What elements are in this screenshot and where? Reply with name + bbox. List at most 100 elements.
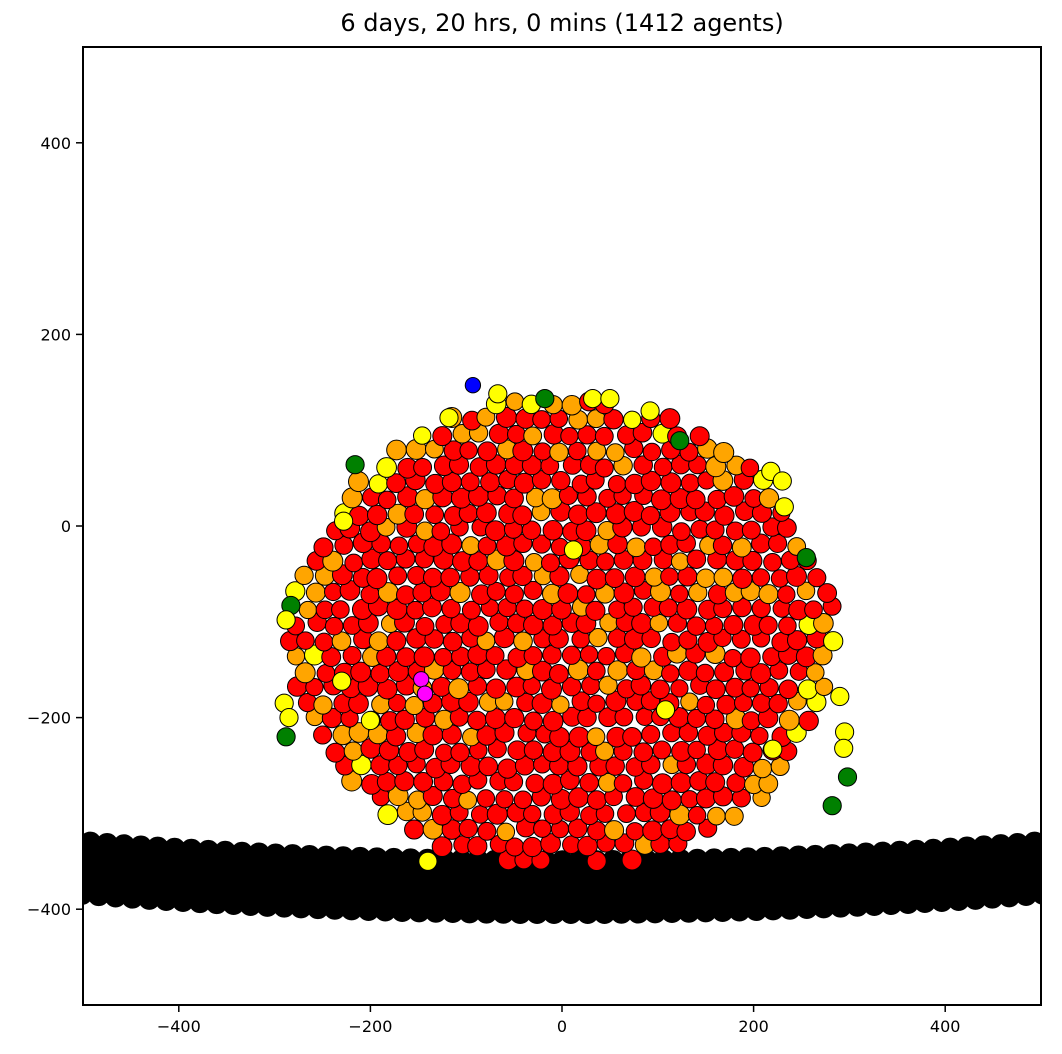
x-tick-label: 200	[738, 1017, 769, 1036]
agent-cell	[377, 804, 399, 825]
agent-cell	[449, 581, 471, 604]
agent-cell	[432, 426, 453, 447]
agent-cell	[476, 407, 496, 427]
agent-cell	[576, 585, 596, 604]
agent-cell	[549, 566, 570, 587]
agent-cell	[413, 771, 434, 792]
x-tick-label: −400	[157, 1017, 201, 1036]
agent-cell	[741, 711, 761, 731]
agent-cell	[561, 645, 582, 665]
agent-cell-yellow	[360, 710, 380, 731]
agent-cell	[714, 662, 735, 683]
agent-cell-magenta	[416, 685, 434, 702]
agent-cell	[524, 553, 544, 572]
agent-cell	[540, 553, 561, 573]
agent-cell	[313, 695, 333, 715]
agent-cell	[298, 600, 318, 620]
agent-cell	[661, 664, 680, 683]
agent-cell	[425, 505, 445, 525]
agent-cell	[587, 694, 606, 713]
agent-cell	[725, 521, 745, 541]
x-tick-label: 0	[557, 1017, 567, 1036]
agent-cell	[523, 740, 544, 760]
agent-cell	[431, 522, 451, 541]
agent-cell	[758, 615, 778, 635]
agent-cell	[378, 551, 398, 571]
agent-cell-green	[345, 455, 365, 475]
agent-cell	[806, 663, 825, 682]
agent-cell	[313, 725, 333, 745]
agent-cell	[633, 742, 654, 763]
agent-cell	[741, 679, 760, 698]
y-tick-label: 400	[40, 134, 71, 153]
agent-cell	[798, 710, 819, 732]
agent-cell	[305, 677, 324, 697]
agent-cell	[460, 472, 480, 492]
agent-cell	[377, 490, 397, 510]
agent-cell	[532, 410, 551, 429]
agent-cell	[404, 819, 425, 840]
agent-cell	[613, 774, 633, 793]
agent-cell	[796, 581, 816, 601]
agent-cell	[394, 709, 415, 730]
agent-cell	[376, 457, 397, 478]
agent-cell	[413, 457, 433, 477]
agent-cell	[342, 646, 362, 665]
agent-cell	[614, 707, 634, 727]
agent-cell	[431, 836, 453, 857]
agent-cell	[324, 616, 344, 636]
agent-cell	[504, 707, 525, 729]
agent-cell	[388, 566, 408, 586]
agent-cell	[641, 724, 661, 744]
agent-cell	[804, 600, 823, 620]
agent-cell	[542, 710, 564, 732]
agent-cell	[459, 441, 478, 460]
y-tick-label: 200	[40, 325, 71, 344]
agent-cell	[467, 710, 487, 731]
agent-cell	[348, 471, 369, 493]
agent-cell	[505, 392, 525, 411]
agent-cell	[513, 631, 533, 652]
substrate-cell	[1031, 848, 1041, 871]
agent-cell	[513, 790, 533, 810]
agent-cell	[531, 470, 552, 490]
agent-cell-yellow	[276, 610, 296, 630]
agent-cell-yellow	[834, 738, 854, 758]
agent-cell	[504, 584, 524, 604]
agent-cell	[680, 790, 699, 809]
agent-cell	[413, 646, 435, 668]
agent-cell	[386, 473, 407, 494]
colony-layer	[280, 391, 844, 872]
agent-cell	[524, 711, 543, 731]
agent-cell	[723, 615, 744, 635]
agent-cell	[386, 439, 407, 461]
agent-cell	[689, 426, 710, 447]
agent-cell	[512, 505, 533, 526]
agent-cell	[586, 661, 606, 681]
agent-cell	[707, 489, 727, 510]
agent-cell	[723, 486, 745, 507]
agent-cell	[740, 647, 761, 668]
agent-cell	[732, 568, 753, 589]
agent-cell	[588, 627, 608, 648]
agent-cell	[712, 535, 733, 556]
agent-cell	[807, 568, 827, 588]
agent-cell	[470, 805, 490, 824]
agent-cell	[797, 679, 818, 700]
agent-cell	[476, 789, 496, 808]
agent-cell	[386, 630, 407, 651]
agent-cell	[705, 709, 725, 730]
agent-cell	[485, 646, 505, 666]
agent-cell	[370, 664, 390, 684]
agent-cell	[366, 504, 388, 526]
agent-cell	[778, 679, 799, 700]
agent-cell	[523, 804, 542, 824]
agent-cell	[705, 772, 726, 793]
agent-cell	[305, 582, 326, 603]
agent-cell	[435, 743, 454, 762]
agent-cell	[478, 756, 499, 777]
agent-cell	[652, 740, 672, 760]
agent-cell	[814, 677, 834, 697]
agent-cell	[525, 773, 545, 794]
agent-cell	[422, 597, 442, 618]
